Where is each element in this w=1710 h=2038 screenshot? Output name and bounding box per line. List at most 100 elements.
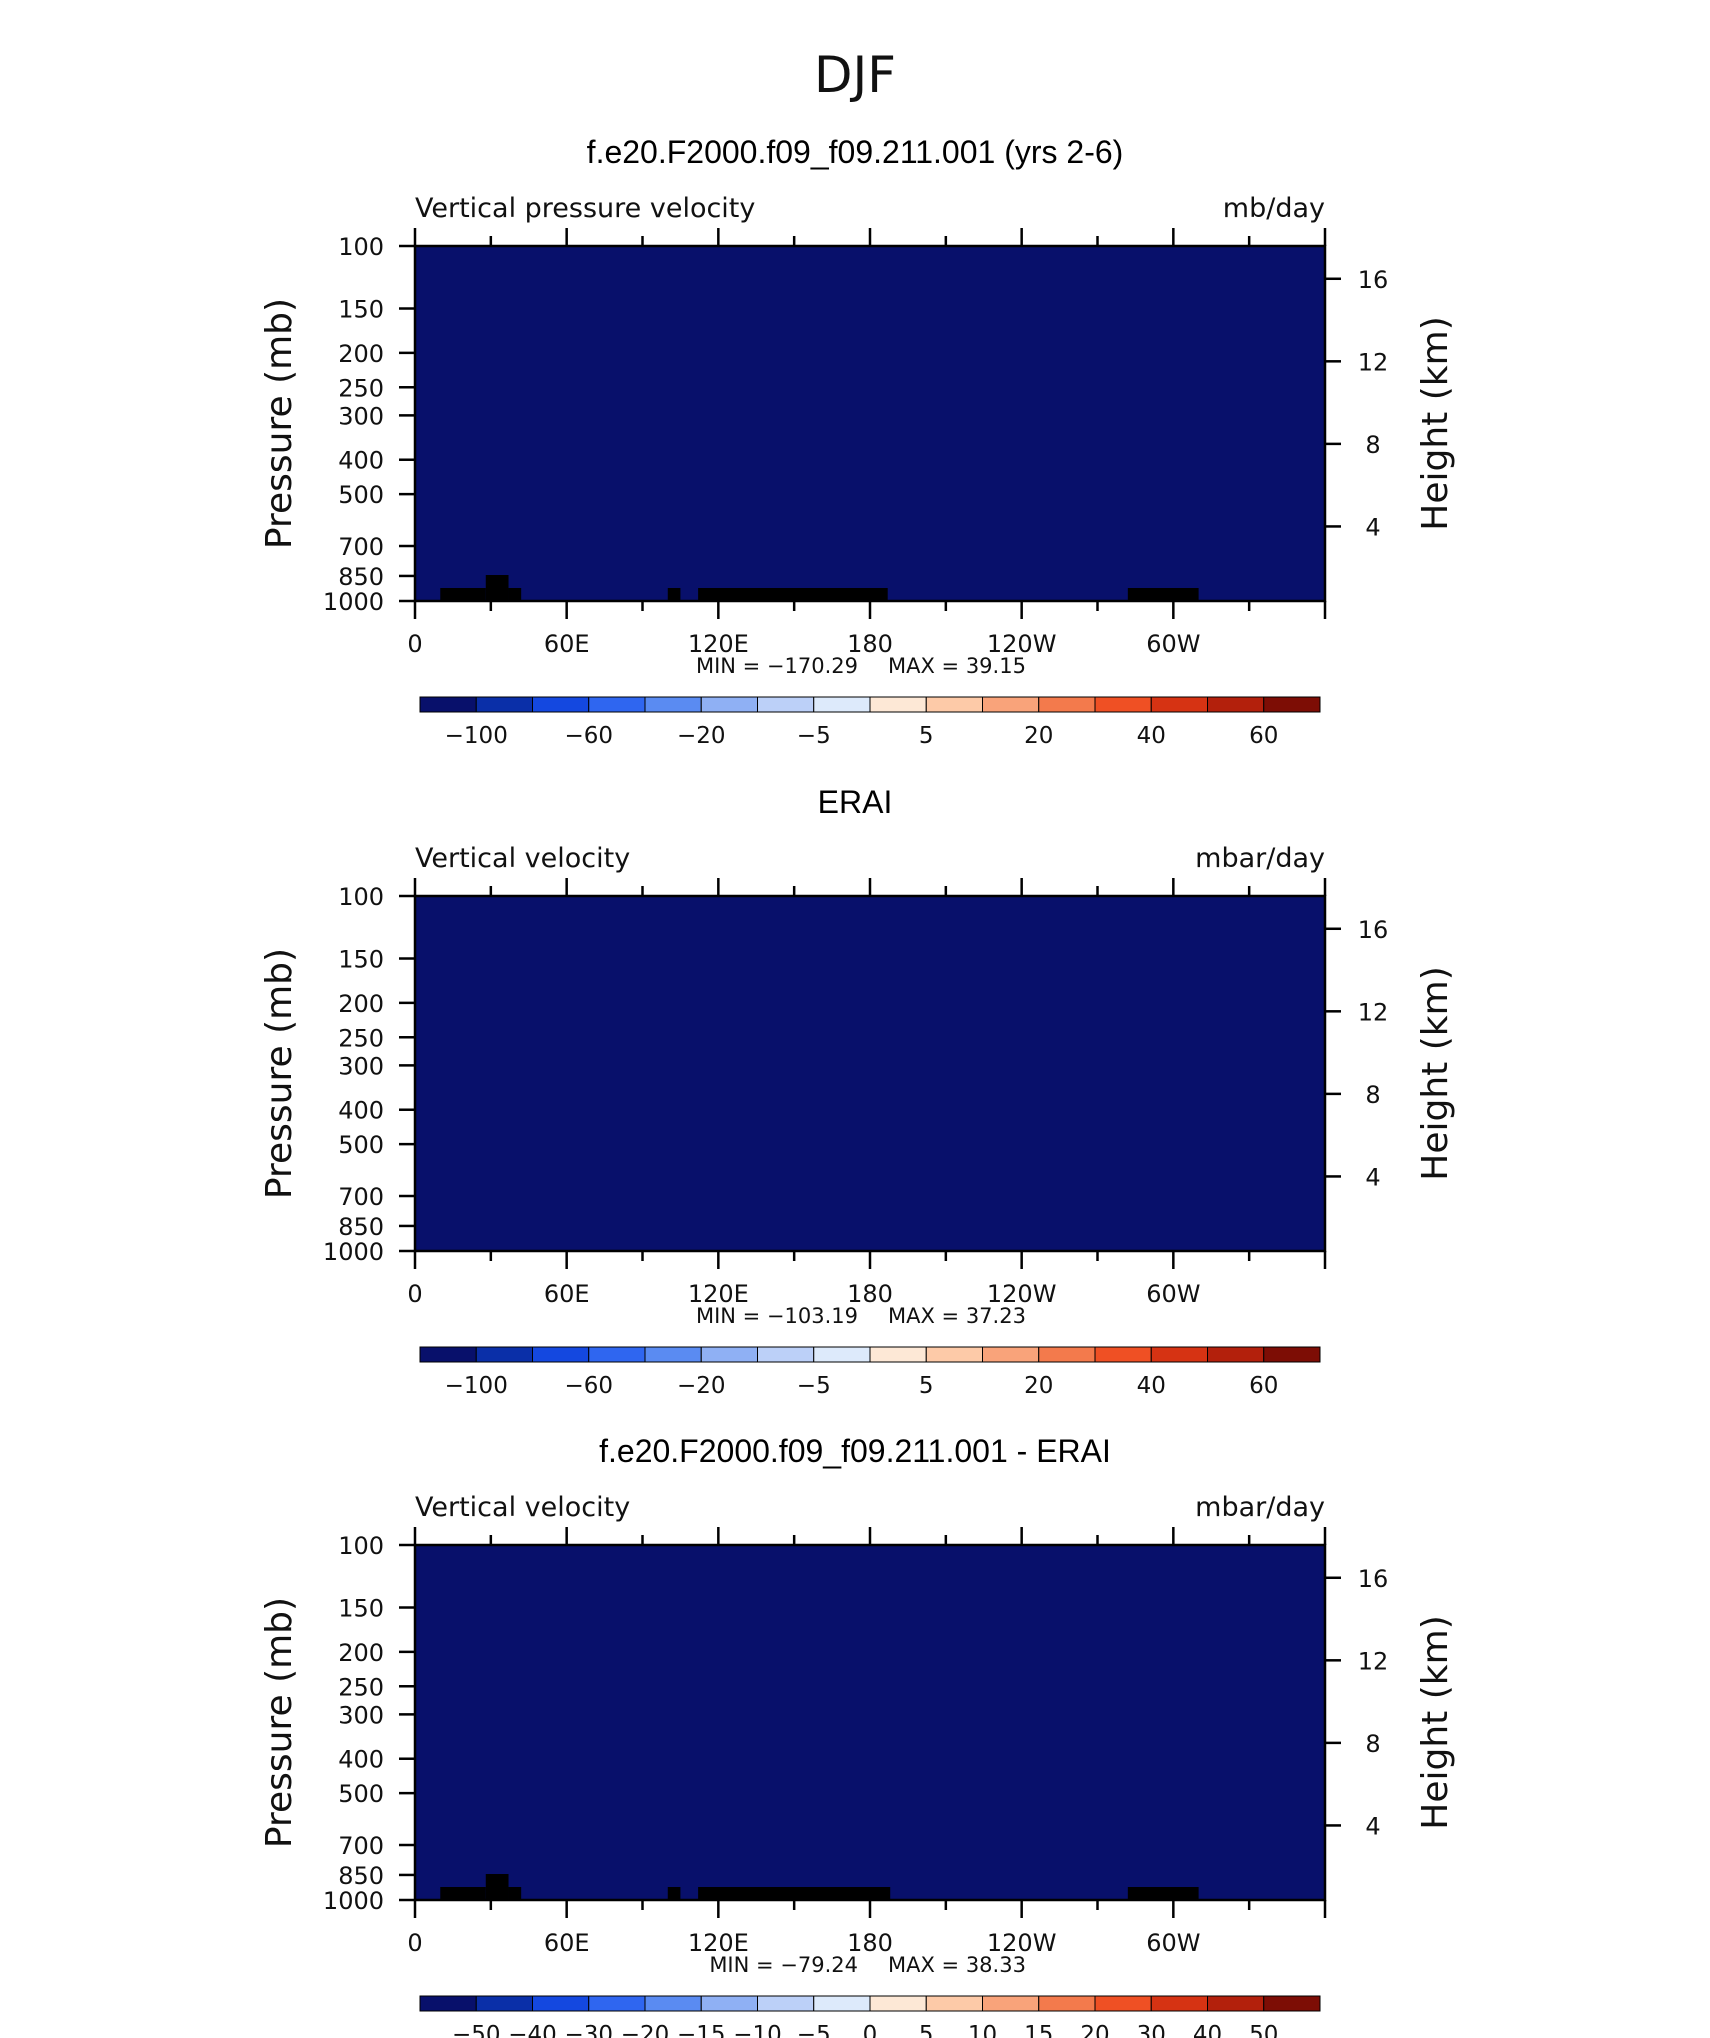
y-tick-label: 250 <box>338 1024 384 1052</box>
colorbar-label: −40 <box>508 2022 557 2038</box>
y-tick-label: 150 <box>338 1595 384 1623</box>
colorbar-label: 5 <box>919 2022 934 2038</box>
colorbar-swatch <box>982 1995 1040 2012</box>
colorbar-label: −5 <box>797 723 831 749</box>
colorbar-swatch <box>1038 696 1096 713</box>
colorbar-swatch <box>813 1995 871 2012</box>
x-tick-label: 120W <box>987 630 1057 658</box>
colorbar-swatch <box>1263 1346 1321 1363</box>
right-tick-label: 8 <box>1365 1730 1380 1758</box>
right-tick-label: 12 <box>1358 348 1389 376</box>
x-tick-label: 60W <box>1146 1929 1200 1957</box>
y-tick-label: 100 <box>338 1532 384 1560</box>
x-tick-label: 60E <box>544 1929 590 1957</box>
y-axis-label-right: Height (km) <box>1415 316 1456 530</box>
colorbar-label: −50 <box>452 2022 501 2038</box>
colorbar-swatch <box>532 1995 590 2012</box>
y-tick-label: 700 <box>338 1832 384 1860</box>
colorbar-swatch <box>588 1995 646 2012</box>
y-tick-label: 400 <box>338 1097 384 1125</box>
colorbar-swatch <box>700 1995 758 2012</box>
colorbar-swatch <box>700 1346 758 1363</box>
colorbar-swatch <box>419 1995 477 2012</box>
colorbar-label: 0 <box>863 2022 878 2038</box>
units-label: mbar/day <box>1195 843 1325 874</box>
colorbar-label: 5 <box>919 723 934 749</box>
colorbar-swatch <box>532 1346 590 1363</box>
max-value: MAX = 39.15 <box>888 654 1026 678</box>
topography-mask <box>1127 1887 1199 1900</box>
colorbar-label: 40 <box>1137 723 1166 749</box>
colorbar: −50 −40 −30 −20 −15 −10 −5 0 5 10 15 20 30 40 50 <box>419 1995 1321 2038</box>
x-tick-label: 180 <box>847 1280 893 1308</box>
x-tick-label: 180 <box>847 630 893 658</box>
colorbar-swatch <box>982 696 1040 713</box>
colorbar-swatch <box>757 1346 815 1363</box>
main-title: DJF <box>814 46 896 104</box>
colorbar-label: −20 <box>621 2022 670 2038</box>
panel-title: f.e20.F2000.f09_f09.211.001 - ERAI <box>599 1433 1111 1469</box>
x-tick-label: 0 <box>407 1929 422 1957</box>
colorbar-swatch <box>757 696 815 713</box>
colorbar-swatch <box>925 1995 983 2012</box>
topography-mask <box>508 588 522 601</box>
y-tick-label: 850 <box>338 563 384 591</box>
colorbar-swatch <box>925 1346 983 1363</box>
x-tick-label: 120W <box>987 1929 1057 1957</box>
colorbar-label: −60 <box>564 1373 613 1399</box>
y-tick-label: 250 <box>338 374 384 402</box>
colorbar-label: 10 <box>968 2022 997 2038</box>
colorbar-swatch <box>757 1995 815 2012</box>
x-tick-label: 60E <box>544 1280 590 1308</box>
colorbar-label: −15 <box>677 2022 726 2038</box>
colorbar-swatch <box>475 1995 533 2012</box>
panel-1: f.e20.F2000.f09_f09.211.001 (yrs 2-6) Ver… <box>259 134 1456 749</box>
right-tick-label: 12 <box>1358 1647 1389 1675</box>
topography-mask <box>440 1887 486 1900</box>
x-tick-label: 60W <box>1146 1280 1200 1308</box>
right-tick-label: 4 <box>1365 1163 1380 1191</box>
colorbar-swatch <box>644 1346 702 1363</box>
heatmap <box>415 1545 1326 1901</box>
panel-title: f.e20.F2000.f09_f09.211.001 (yrs 2-6) <box>587 134 1124 170</box>
min-value: MIN = −170.29 <box>696 654 858 678</box>
colorbar-label: −60 <box>564 723 613 749</box>
colorbar-swatch <box>1038 1346 1096 1363</box>
colorbar-swatch <box>1094 1346 1152 1363</box>
colorbar-swatch <box>1094 696 1152 713</box>
colorbar-label: −100 <box>445 723 508 749</box>
colorbar-swatch <box>1207 1995 1265 2012</box>
colorbar-swatch <box>644 1995 702 2012</box>
right-tick-label: 12 <box>1358 998 1389 1026</box>
colorbar-label: 50 <box>1249 2022 1278 2038</box>
colorbar-swatch <box>700 696 758 713</box>
colorbar-swatch <box>869 696 927 713</box>
max-value: MAX = 38.33 <box>888 1953 1026 1977</box>
x-tick-label: 60E <box>544 630 590 658</box>
topography-mask <box>440 588 486 601</box>
colorbar-label: 20 <box>1080 2022 1109 2038</box>
y-tick-label: 200 <box>338 990 384 1018</box>
y-tick-label: 100 <box>338 233 384 261</box>
right-tick-label: 16 <box>1358 266 1389 294</box>
y-tick-label: 500 <box>338 481 384 509</box>
panel-title: ERAI <box>818 784 893 820</box>
right-tick-label: 8 <box>1365 431 1380 459</box>
colorbar-label: 30 <box>1137 2022 1166 2038</box>
x-tick-label: 120W <box>987 1280 1057 1308</box>
colorbar-label: −5 <box>797 2022 831 2038</box>
colorbar-label: −5 <box>797 1373 831 1399</box>
x-tick-label: 60W <box>1146 630 1200 658</box>
heatmap <box>415 246 1326 602</box>
colorbar-swatch <box>1094 1995 1152 2012</box>
colorbar-swatch <box>1263 696 1321 713</box>
colorbar-label: 20 <box>1024 1373 1053 1399</box>
colorbar-swatch <box>1038 1995 1096 2012</box>
units-label: mbar/day <box>1195 1492 1325 1523</box>
colorbar-swatch <box>813 1346 871 1363</box>
colorbar-swatch <box>869 1346 927 1363</box>
x-tick-label: 0 <box>407 1280 422 1308</box>
right-tick-label: 4 <box>1365 513 1380 541</box>
x-tick-label: 0 <box>407 630 422 658</box>
y-axis-label: Pressure (mb) <box>259 948 300 1199</box>
